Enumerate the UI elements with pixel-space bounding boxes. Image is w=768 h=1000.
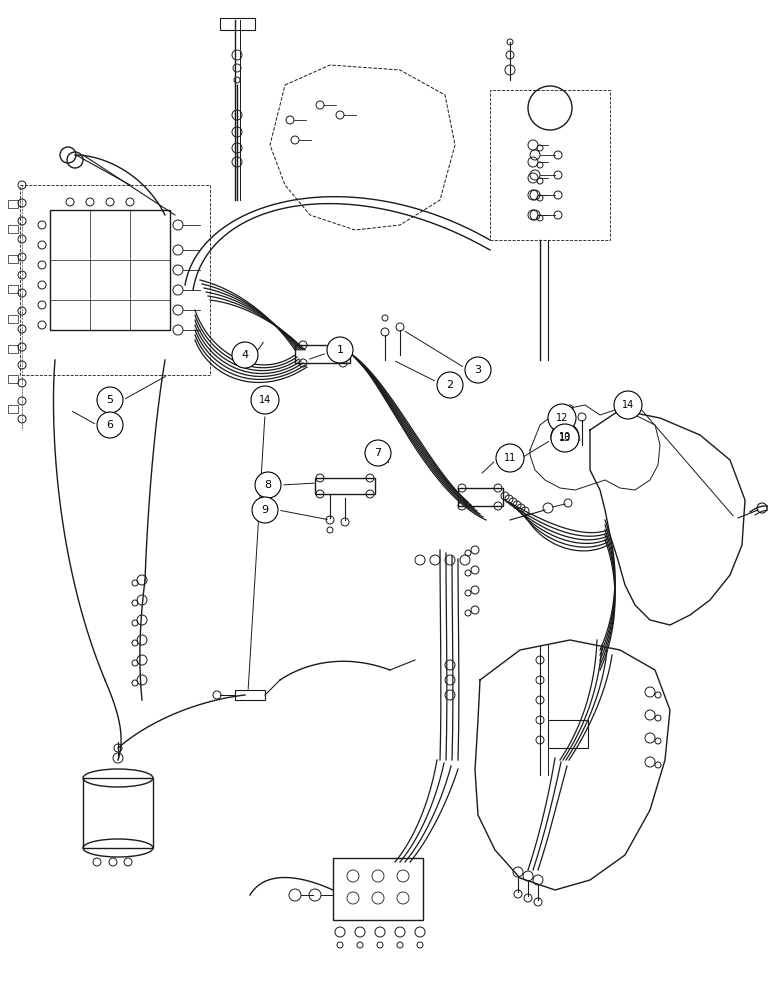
Bar (8, 375, 18, 383)
Text: 10: 10 (559, 432, 571, 442)
Bar (8, 315, 18, 323)
Text: 1: 1 (336, 345, 343, 355)
Circle shape (97, 387, 123, 413)
Text: 6: 6 (107, 420, 114, 430)
Text: 14: 14 (622, 400, 634, 410)
Text: 13: 13 (559, 433, 571, 443)
Bar (8, 200, 18, 208)
Text: 9: 9 (261, 505, 269, 515)
Bar (458, 488, 503, 506)
Circle shape (465, 357, 491, 383)
Circle shape (551, 424, 579, 452)
Text: 2: 2 (446, 380, 454, 390)
Bar (8, 255, 18, 263)
Circle shape (496, 444, 524, 472)
Bar (295, 345, 350, 363)
Circle shape (614, 391, 642, 419)
Text: 3: 3 (475, 365, 482, 375)
Text: 5: 5 (107, 395, 114, 405)
Circle shape (97, 412, 123, 438)
Bar (490, 90, 610, 240)
Circle shape (548, 404, 576, 432)
Bar (235, 690, 265, 700)
Bar (8, 345, 18, 353)
Text: 4: 4 (241, 350, 249, 360)
Circle shape (365, 440, 391, 466)
Circle shape (327, 337, 353, 363)
Text: 8: 8 (264, 480, 272, 490)
Bar (333, 858, 423, 920)
Circle shape (252, 497, 278, 523)
Circle shape (255, 472, 281, 498)
Circle shape (232, 342, 258, 368)
Bar (315, 478, 375, 494)
Bar (83, 778, 153, 848)
Bar (8, 225, 18, 233)
Circle shape (251, 386, 279, 414)
Bar (8, 285, 18, 293)
Text: 12: 12 (556, 413, 568, 423)
Text: 7: 7 (375, 448, 382, 458)
Circle shape (551, 423, 579, 451)
Bar (50, 210, 170, 330)
Text: 14: 14 (259, 395, 271, 405)
Circle shape (437, 372, 463, 398)
Text: 11: 11 (504, 453, 516, 463)
Bar (220, 18, 255, 30)
Bar (8, 405, 18, 413)
Bar (548, 720, 588, 748)
